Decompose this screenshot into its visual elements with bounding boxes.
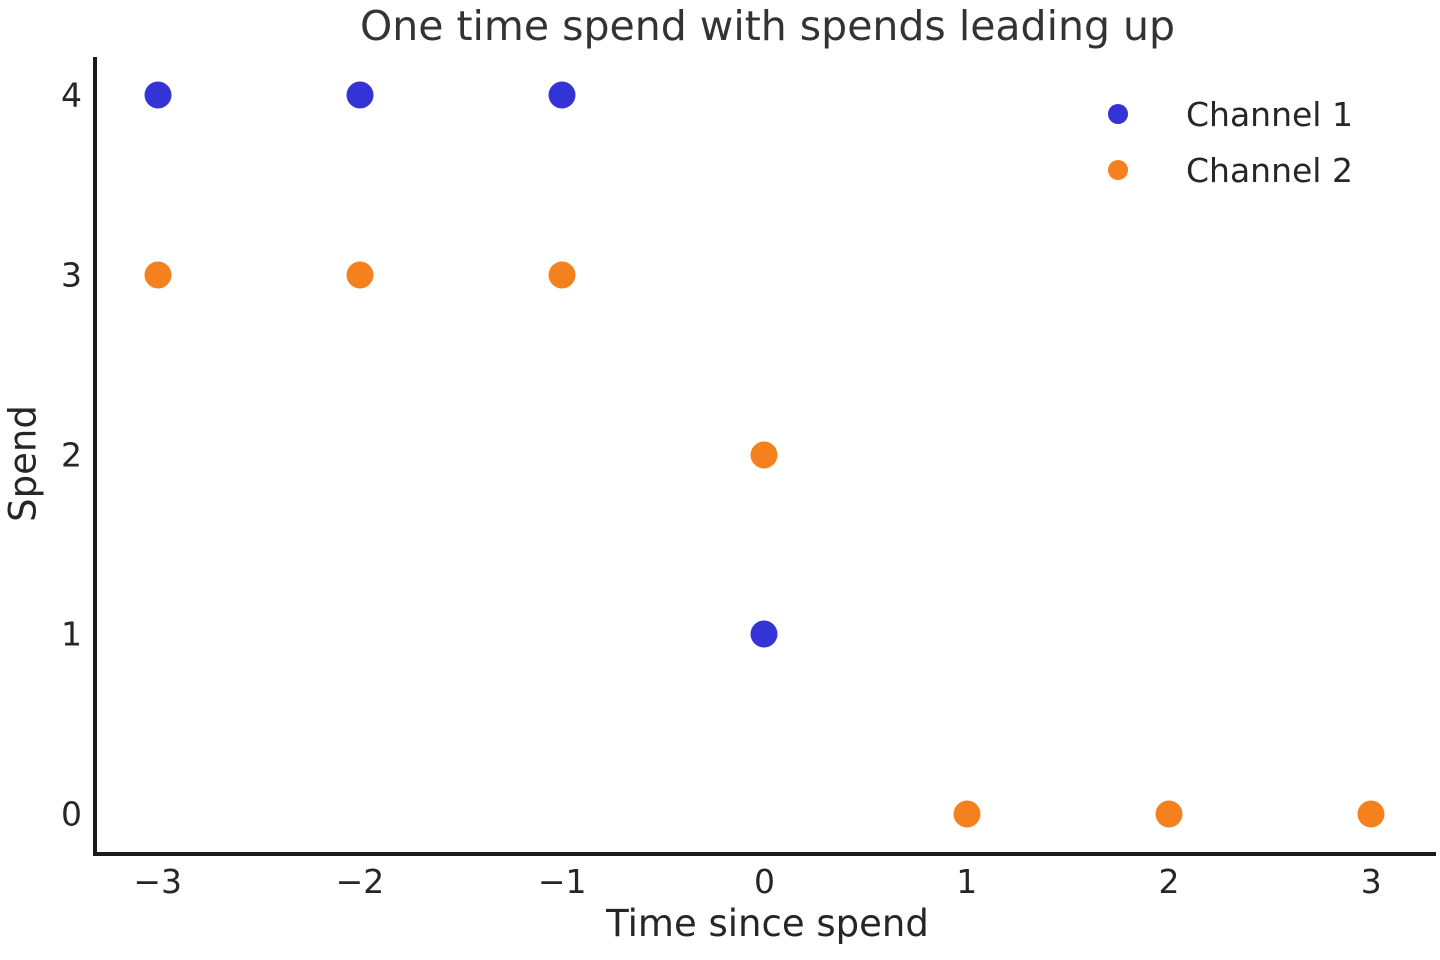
legend-item: Channel 2 (1108, 142, 1353, 198)
x-tick-label: −3 (133, 862, 183, 901)
legend-marker-icon (1108, 104, 1128, 124)
data-point (1155, 800, 1183, 828)
data-point (548, 261, 576, 289)
data-point (346, 81, 374, 109)
data-point (1357, 800, 1385, 828)
x-tick-label: −1 (537, 862, 587, 901)
x-tick-label: 3 (1360, 862, 1382, 901)
x-tick-label: 1 (956, 862, 978, 901)
legend-label: Channel 1 (1186, 94, 1353, 134)
data-point (144, 261, 172, 289)
legend-label: Channel 2 (1186, 150, 1353, 190)
legend-item: Channel 1 (1108, 86, 1353, 142)
x-axis-spine (93, 852, 1436, 856)
data-point (144, 81, 172, 109)
x-axis-label: Time since spend (606, 902, 929, 945)
data-point (346, 261, 374, 289)
y-tick-label: 3 (61, 255, 82, 295)
data-point (750, 620, 778, 648)
data-point (548, 81, 576, 109)
data-point (953, 800, 981, 828)
chart-title: One time spend with spends leading up (359, 2, 1176, 50)
x-tick-label: 2 (1158, 862, 1180, 901)
data-point (750, 441, 778, 468)
legend-marker-icon (1108, 160, 1128, 180)
y-tick-label: 4 (61, 75, 82, 115)
x-tick-label: 0 (753, 862, 775, 901)
y-tick-label: 0 (61, 794, 82, 834)
x-tick-label: −2 (335, 862, 385, 901)
y-tick-label: 2 (61, 435, 82, 474)
y-tick-label: 1 (61, 614, 82, 654)
y-axis-spine (93, 57, 97, 856)
legend: Channel 1 Channel 2 (1108, 86, 1353, 198)
